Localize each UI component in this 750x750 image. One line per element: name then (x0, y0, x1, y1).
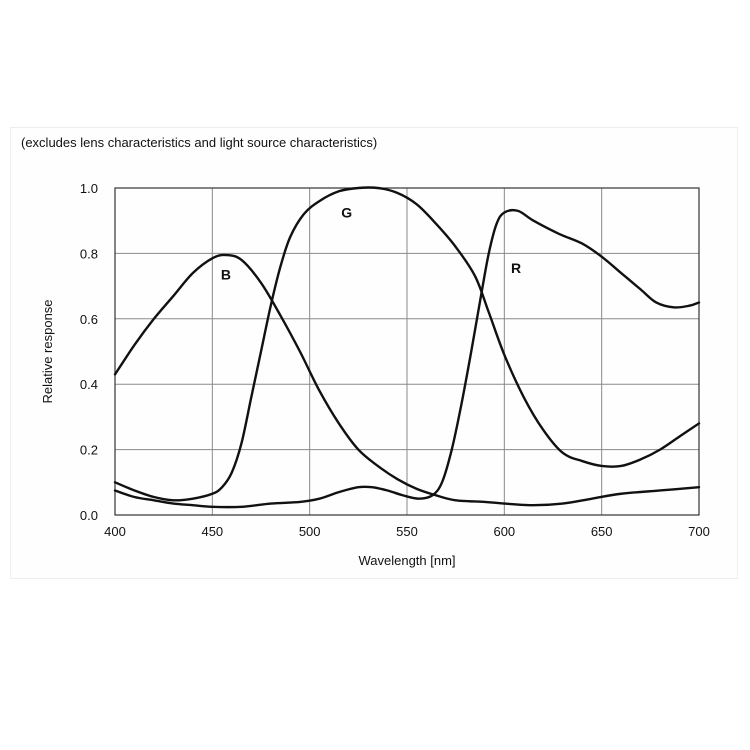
y-tick-label: 0.2 (80, 443, 98, 458)
chart-note: (excludes lens characteristics and light… (21, 135, 378, 150)
y-tick-label: 0.8 (80, 246, 98, 261)
series-line-b (113, 253, 701, 507)
y-tick-label: 0.0 (80, 508, 98, 523)
chart-figure: (excludes lens characteristics and light… (10, 127, 738, 579)
y-axis-title: Relative response (40, 299, 55, 403)
y-tick-label: 0.4 (80, 377, 98, 392)
x-axis-title: Wavelength [nm] (358, 553, 455, 568)
x-tick-label: 650 (591, 524, 613, 539)
y-tick-label: 1.0 (80, 181, 98, 196)
x-tick-label: 700 (688, 524, 710, 539)
x-tick-label: 450 (201, 524, 223, 539)
series-label-b: B (221, 267, 231, 283)
line-chart: 400 450 500 550 600 650 700 0.0 0.2 0.4 0.6 0.8 1.0 W… (40, 181, 710, 568)
x-tick-label: 500 (299, 524, 321, 539)
y-tick-label: 0.6 (80, 312, 98, 327)
series-line-g (113, 186, 701, 502)
x-tick-label: 550 (396, 524, 418, 539)
plot-frame (114, 187, 700, 516)
series-line-r (113, 209, 701, 509)
x-tick-label: 600 (493, 524, 515, 539)
x-tick-label: 400 (104, 524, 126, 539)
series-label-g: G (341, 204, 352, 220)
series-label-r: R (511, 260, 521, 276)
